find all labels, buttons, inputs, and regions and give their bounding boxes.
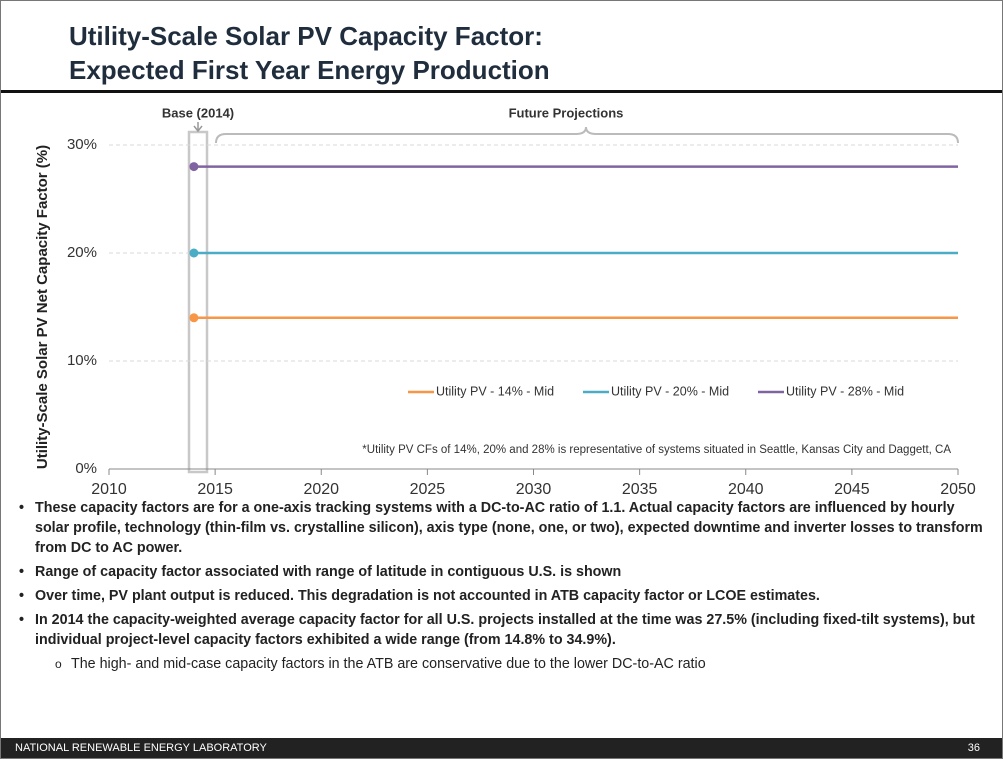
bullet: Range of capacity factor associated with… (15, 562, 990, 582)
x-tick-label: 2020 (303, 481, 339, 496)
x-tick-label: 2025 (410, 481, 446, 496)
x-tick-label: 2035 (622, 481, 658, 496)
y-tick-label: 20% (67, 244, 97, 261)
bullet: These capacity factors are for a one-axi… (15, 498, 990, 558)
x-tick-label: 2040 (728, 481, 764, 496)
base-marker (189, 313, 199, 323)
y-tick-label: 0% (75, 460, 97, 477)
footer: NATIONAL RENEWABLE ENERGY LABORATORY 36 (1, 738, 1002, 758)
base-arrow (193, 122, 203, 133)
bullet-list: These capacity factors are for a one-axi… (15, 498, 990, 674)
slide-title: Utility-Scale Solar PV Capacity Factor: (69, 21, 543, 51)
slide-title: Expected First Year Energy Production (69, 55, 550, 85)
base-box (187, 130, 209, 474)
base-marker (189, 248, 199, 258)
x-tick-label: 2030 (516, 481, 552, 496)
x-tick-label: 2045 (834, 481, 870, 496)
annotation: Future Projections (509, 105, 624, 120)
y-tick-label: 30% (67, 136, 97, 153)
projection-bracket (215, 126, 959, 144)
sub-bullet: The high- and mid-case capacity factors … (15, 654, 990, 674)
bullet: In 2014 the capacity-weighted average ca… (15, 610, 990, 650)
x-tick-label: 2010 (91, 481, 127, 496)
y-axis-label: Utility-Scale Solar PV Net Capacity Fact… (34, 145, 51, 469)
y-tick-label: 10% (67, 352, 97, 369)
bullet: Over time, PV plant output is reduced. T… (15, 586, 990, 606)
legend-label: Utility PV - 20% - Mid (611, 384, 729, 398)
base-marker (189, 162, 199, 172)
page-number: 36 (967, 742, 980, 754)
footer-text: NATIONAL RENEWABLE ENERGY LABORATORY (15, 742, 267, 754)
footnote: *Utility PV CFs of 14%, 20% and 28% is r… (362, 444, 951, 456)
x-tick-label: 2050 (940, 481, 976, 496)
annotation: Base (2014) (162, 105, 234, 120)
header-rule (1, 90, 1002, 93)
legend-label: Utility PV - 14% - Mid (436, 384, 554, 398)
legend-label: Utility PV - 28% - Mid (786, 384, 904, 398)
chart: 0% 10% 20% 30% 2010 2015 2020 2025 2030 2035 2040 2… (34, 105, 976, 496)
x-tick-label: 2015 (197, 481, 233, 496)
